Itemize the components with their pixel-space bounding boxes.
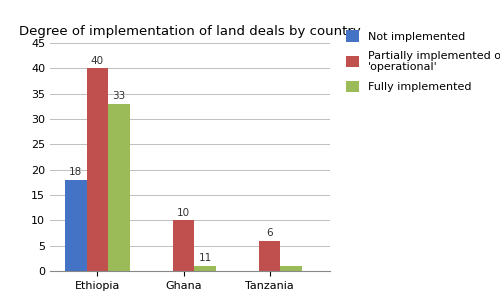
Bar xyxy=(108,104,130,271)
Bar xyxy=(65,180,86,271)
Text: 6: 6 xyxy=(266,228,273,238)
Text: 33: 33 xyxy=(112,91,126,101)
Text: 18: 18 xyxy=(69,167,82,177)
Text: 10: 10 xyxy=(177,208,190,218)
Title: Degree of implementation of land deals by country: Degree of implementation of land deals b… xyxy=(19,25,361,38)
Bar xyxy=(173,221,195,271)
Bar xyxy=(194,266,216,271)
Text: 11: 11 xyxy=(198,253,211,263)
Bar xyxy=(259,241,280,271)
Bar xyxy=(86,68,108,271)
Bar xyxy=(280,266,302,271)
Text: 40: 40 xyxy=(91,56,104,66)
Legend: Not implemented, Partially implemented or
'operational', Fully implemented: Not implemented, Partially implemented o… xyxy=(346,30,500,92)
